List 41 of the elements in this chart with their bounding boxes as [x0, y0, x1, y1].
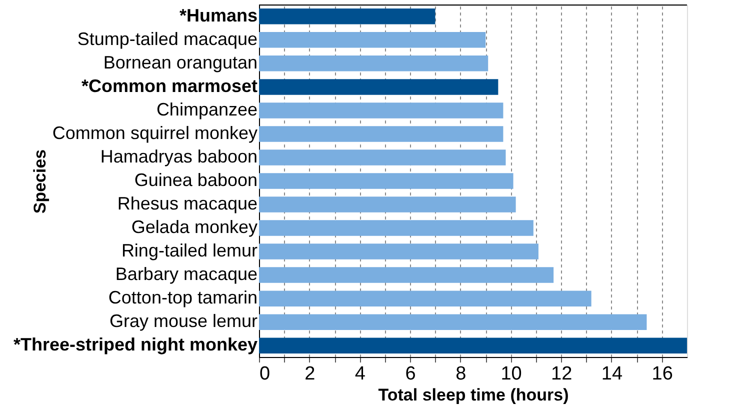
bar [259, 102, 504, 118]
x-tick-label: 0 [260, 364, 270, 384]
bar [259, 196, 516, 212]
bar [259, 150, 506, 166]
bar [259, 220, 534, 236]
x-tick-label: 16 [652, 364, 673, 384]
y-tick-label: *Three-striped night monkey [13, 334, 258, 355]
x-axis-title: Total sleep time (hours) [378, 386, 569, 404]
y-tick-label: Gelada monkey [131, 217, 258, 238]
bar [259, 8, 436, 24]
y-tick-label: Chimpanzee [156, 99, 258, 120]
x-tick-label: 10 [500, 364, 522, 384]
bar [259, 290, 592, 306]
bar [259, 79, 498, 95]
y-axis-title: Species [30, 149, 50, 214]
bar [259, 244, 538, 260]
x-tick-label: 14 [601, 364, 623, 384]
x-tick-label: 6 [405, 364, 416, 384]
y-tick-label: Common squirrel monkey [52, 122, 258, 143]
y-tick-label: Barbary macaque [115, 264, 258, 284]
y-tick-label: Rhesus macaque [117, 194, 258, 214]
x-tick-label: 4 [354, 364, 366, 384]
bar [259, 267, 554, 283]
y-tick-label: Gray mouse lemur [109, 311, 258, 332]
y-tick-label: *Humans [179, 5, 258, 26]
y-tick-label: Ring-tailed lemur [121, 240, 258, 261]
bar [259, 56, 488, 72]
x-tick-label: 2 [304, 364, 316, 384]
bar [259, 314, 647, 330]
bar [259, 32, 486, 48]
y-tick-label: *Common marmoset [81, 76, 258, 96]
x-tick-label: 12 [551, 364, 572, 384]
y-tick-label: Cotton-top tamarin [108, 288, 258, 308]
y-tick-label: Stump-tailed macaque [77, 28, 258, 49]
y-tick-label: Hamadryas baboon [100, 146, 258, 166]
bar [259, 338, 687, 354]
y-tick-label: Guinea baboon [134, 170, 258, 190]
bar [259, 126, 504, 142]
x-tick-label: 8 [456, 364, 466, 384]
y-tick-label: Bornean orangutan [103, 52, 258, 72]
bar [259, 173, 514, 189]
